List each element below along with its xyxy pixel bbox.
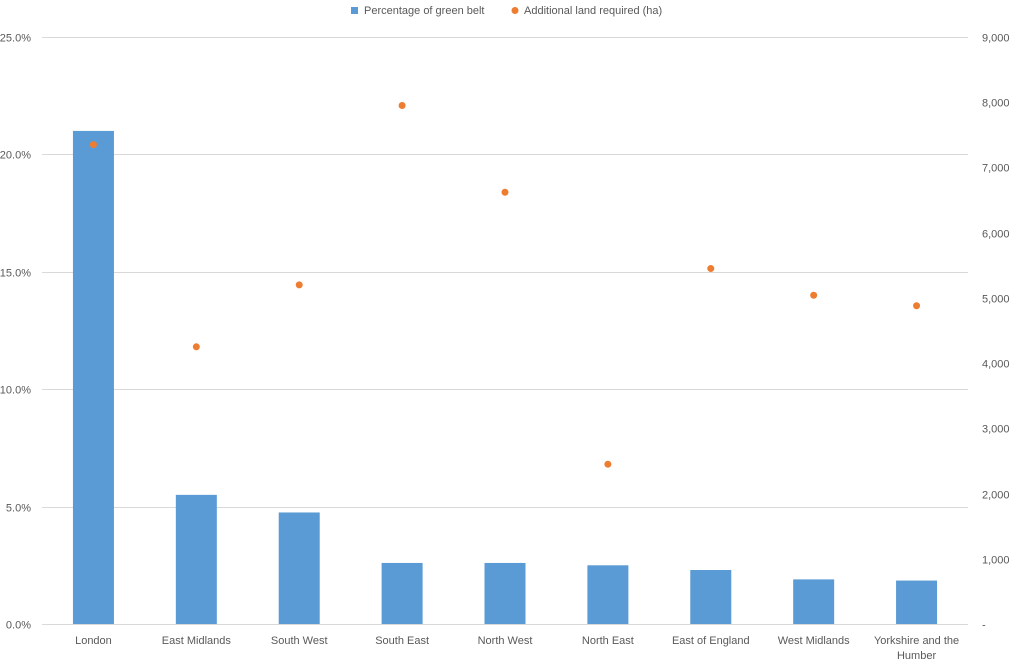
bar [587,565,629,624]
y-left-tick-label: 10.0% [0,385,31,397]
x-tick-label: North West [478,635,533,647]
x-tick-label: Yorkshire and the Humber [874,635,959,662]
legend: Percentage of green belt Additional land … [351,5,662,17]
y-left-tick-label: 20.0% [0,150,31,162]
y-left-tick-label: 15.0% [0,268,31,280]
y-right-tick-label: 3,000 [982,424,1010,436]
y-right-tick-label: 5,000 [982,294,1010,306]
data-point [810,291,818,299]
data-point [501,188,509,196]
bar [72,130,114,625]
bar [484,562,526,624]
data-point [295,281,303,289]
x-tick-label: East Midlands [162,635,232,647]
legend-swatch-point [511,7,519,14]
bar [896,580,938,624]
y-left-tick-label: 5.0% [6,503,31,515]
gridlines [42,37,968,508]
x-tick-label: East of England [672,635,750,647]
y-right-tick-label: 7,000 [982,163,1010,175]
bar [278,512,320,624]
data-point [398,101,406,109]
y-right-tick-label: 9,000 [982,33,1010,45]
legend-label-bar: Percentage of green belt [364,5,484,17]
y-right-tick-label: 1,000 [982,555,1010,567]
scatter-series [89,101,921,468]
y-left-tick-label: 25.0% [0,33,31,45]
bar [793,579,835,624]
y-right-tick-label: - [982,620,986,632]
x-tick-label: South East [375,635,429,647]
x-tick-label: North East [582,635,634,647]
bar [690,569,732,624]
y-right-tick-label: 8,000 [982,98,1010,110]
data-point [192,343,200,351]
data-point [913,302,921,310]
data-point [707,265,715,273]
data-point [89,141,97,149]
legend-label-point: Additional land required (ha) [524,5,662,17]
legend-swatch-bar [351,7,358,14]
y-right-tick-label: 4,000 [982,359,1010,371]
y-right-tick-label: 6,000 [982,229,1010,241]
data-point [604,460,612,468]
axes: 0.0% 5.0% 10.0% 15.0% 20.0% 25.0% - 1,000 2,000 3… [0,33,1010,663]
x-tick-label: South West [271,635,328,647]
x-tick-label: London [75,635,112,647]
bar-series [72,130,938,625]
y-right-tick-label: 2,000 [982,490,1010,502]
y-left-tick-label: 0.0% [6,620,31,632]
bar [381,562,423,624]
bar [175,494,217,624]
x-tick-label: West Midlands [778,635,850,647]
